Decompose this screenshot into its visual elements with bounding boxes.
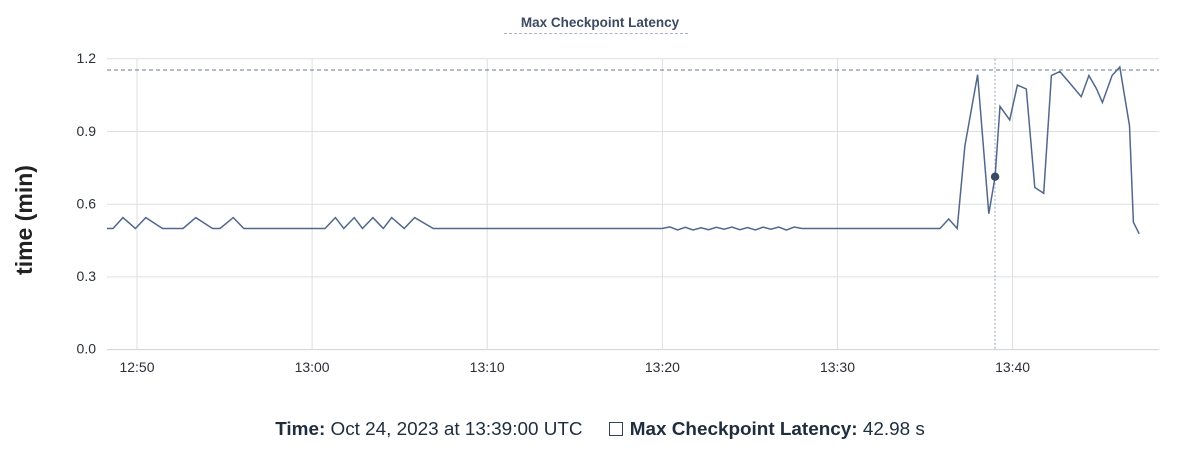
svg-text:time (min): time (min) [11, 165, 37, 275]
svg-text:12:50: 12:50 [119, 359, 154, 375]
svg-text:0.0: 0.0 [77, 341, 97, 357]
svg-text:13:30: 13:30 [820, 359, 855, 375]
svg-text:1.2: 1.2 [77, 50, 97, 66]
svg-text:13:20: 13:20 [645, 359, 680, 375]
svg-text:0.6: 0.6 [77, 196, 97, 212]
svg-text:13:40: 13:40 [995, 359, 1030, 375]
svg-text:13:10: 13:10 [470, 359, 505, 375]
svg-text:0.9: 0.9 [77, 123, 97, 139]
svg-text:13:00: 13:00 [295, 359, 330, 375]
svg-text:0.3: 0.3 [77, 268, 97, 284]
